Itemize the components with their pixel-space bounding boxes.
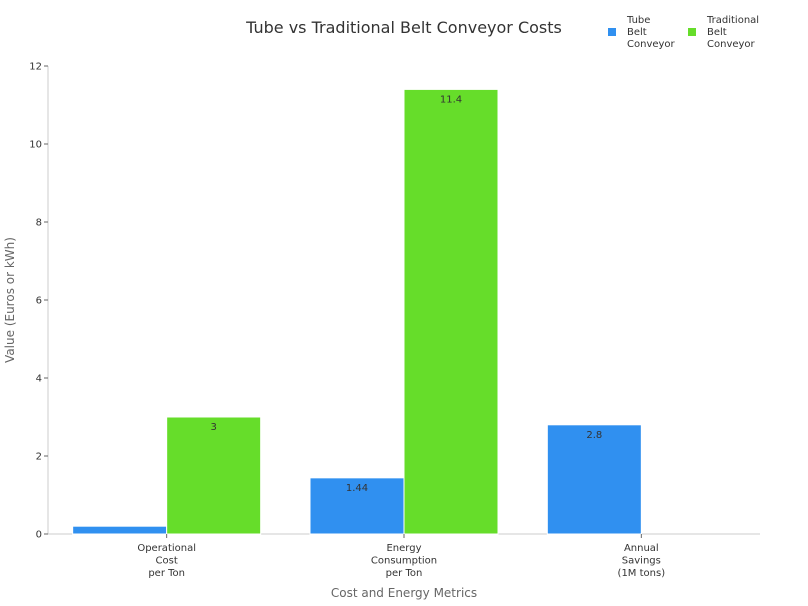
x-tick-label: Operational Cost per Ton [137, 543, 196, 579]
bar [546, 424, 642, 535]
legend-swatch [608, 28, 616, 36]
x-tick-label: Annual Savings (1M tons) [618, 543, 666, 579]
data-label: 1.44 [346, 483, 368, 494]
chart-title: Tube vs Traditional Belt Conveyor Costs [245, 18, 562, 37]
y-tick-label: 6 [36, 296, 42, 307]
y-tick-label: 4 [36, 374, 42, 385]
x-axis-title: Cost and Energy Metrics [331, 586, 477, 600]
bar [72, 525, 168, 535]
y-tick-label: 0 [36, 530, 42, 541]
legend: Tube Belt Conveyor Traditional Belt Conveyor [608, 15, 759, 50]
bar [166, 416, 262, 535]
y-tick-label: 10 [29, 140, 42, 151]
y-tick-label: 8 [36, 218, 42, 229]
data-label: 3 [210, 422, 216, 433]
y-tick-label: 2 [36, 452, 42, 463]
legend-swatch [688, 28, 696, 36]
legend-item: Traditional Belt Conveyor [688, 15, 759, 50]
y-axis-title: Value (Euros or kWh) [3, 237, 17, 363]
plot-area: 0 2 4 6 8 10 12 3 Operational Cost per Ton 1.44 11.4… [29, 62, 760, 579]
legend-label: Traditional Belt Conveyor [706, 15, 759, 50]
legend-label: Tube Belt Conveyor [626, 15, 676, 50]
data-label: 11.4 [440, 94, 462, 105]
data-label: 2.8 [586, 430, 602, 441]
legend-item: Tube Belt Conveyor [608, 15, 676, 50]
bar [403, 88, 499, 535]
x-tick-label: Energy Consumption per Ton [371, 543, 437, 579]
y-tick-label: 12 [29, 62, 42, 73]
